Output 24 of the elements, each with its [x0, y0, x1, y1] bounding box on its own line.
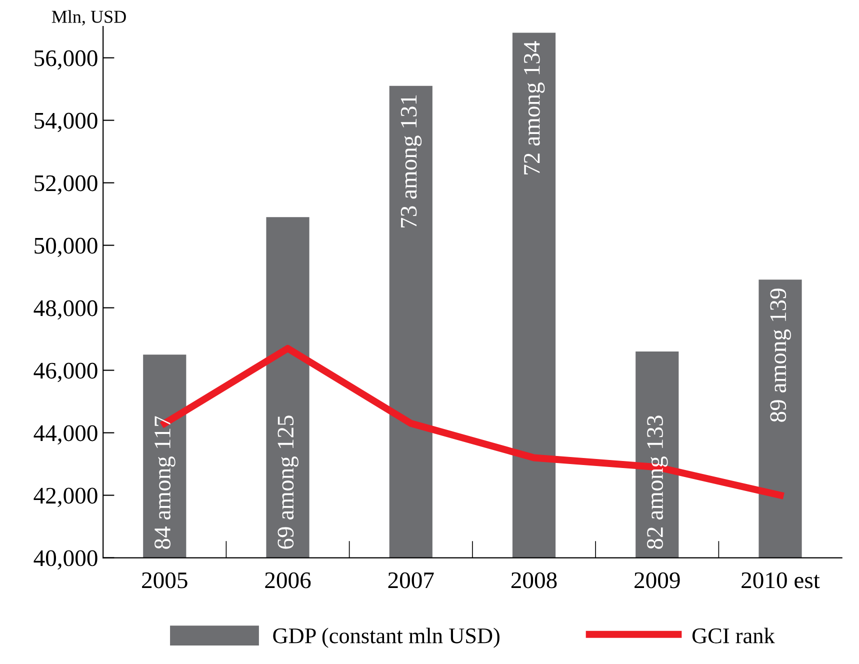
- y-tick-label: 52,000: [34, 175, 98, 195]
- y-tick-label: 48,000: [34, 300, 98, 320]
- legend-label: GDP (constant mln USD): [273, 628, 500, 648]
- y-tick-label: 56,000: [34, 50, 98, 70]
- x-tick-label: 2006: [265, 572, 311, 588]
- x-tick-label: 2005: [142, 572, 188, 588]
- annotation: 72 among 134: [524, 41, 545, 174]
- annotation: 73 among 131: [400, 95, 422, 228]
- annotation: 84 among 117: [154, 416, 176, 549]
- y-tick-label: 54,000: [34, 112, 98, 132]
- y-tick-label: 44,000: [34, 425, 98, 445]
- x-tick-label: 2010 est: [742, 572, 820, 588]
- legend-label: GCI rank: [692, 628, 775, 644]
- y-tick-label: 46,000: [34, 362, 98, 382]
- y-tick-label: 42,000: [34, 488, 98, 508]
- y-tick-label: 50,000: [34, 238, 98, 258]
- annotation: 89 among 139: [770, 288, 791, 422]
- annotation: 69 among 125: [278, 416, 298, 549]
- annotation: 82 among 133: [647, 416, 668, 549]
- x-tick-label: 2008: [511, 572, 557, 588]
- x-tick-label: 2007: [388, 572, 434, 588]
- x-tick-label: 2009: [634, 572, 680, 588]
- y-axis-title: Mln, USD: [52, 10, 126, 26]
- y-tick-label: 40,000: [34, 550, 98, 570]
